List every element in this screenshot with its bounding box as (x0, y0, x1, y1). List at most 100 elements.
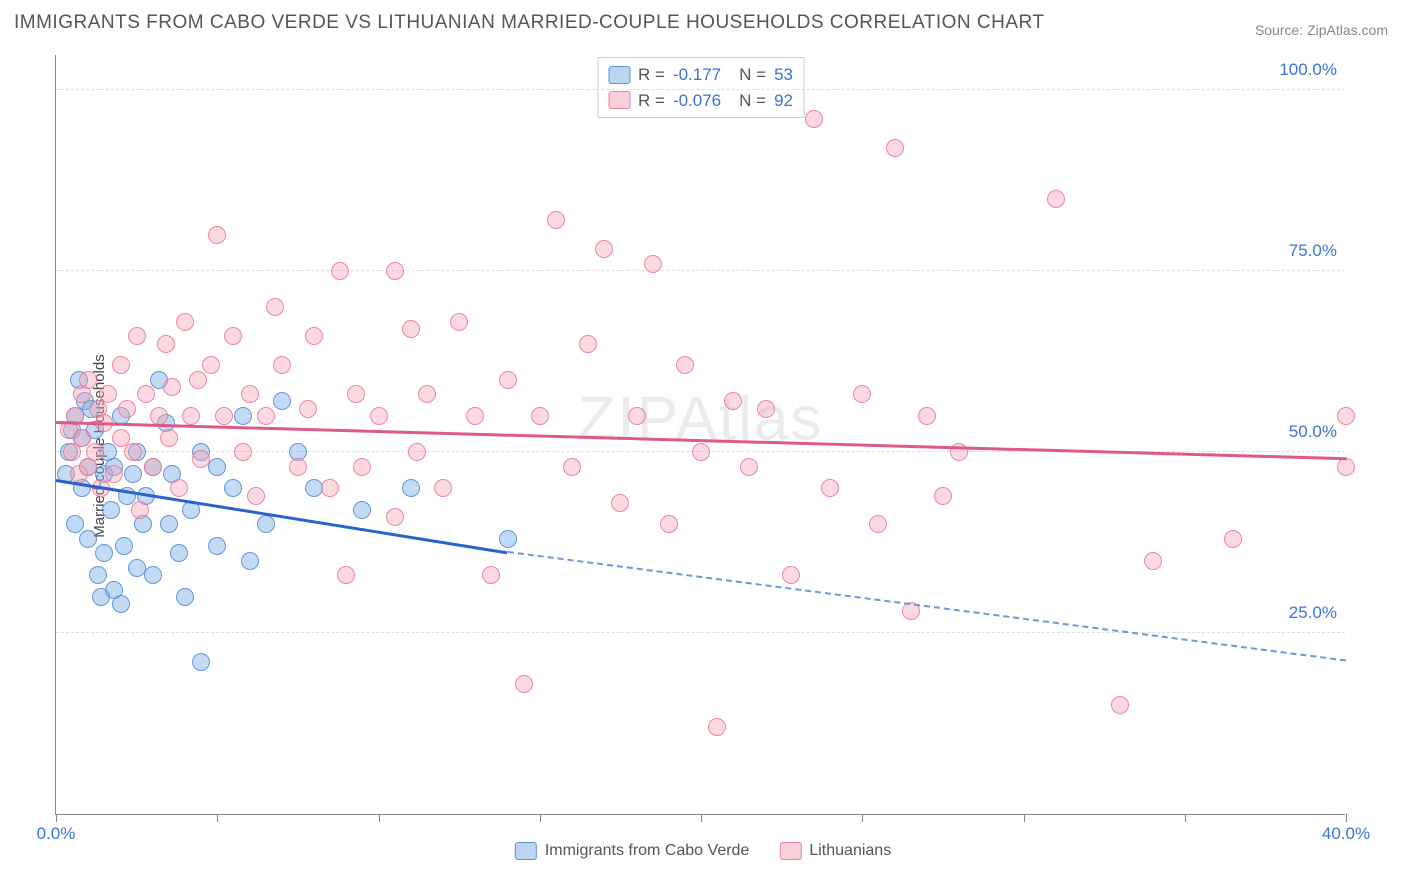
r-value-blue: -0.177 (673, 62, 721, 88)
scatter-point (176, 313, 194, 331)
scatter-point (192, 653, 210, 671)
x-tick (1346, 814, 1347, 822)
scatter-point (1047, 190, 1065, 208)
scatter-point (805, 110, 823, 128)
scatter-point (150, 407, 168, 425)
scatter-point (757, 400, 775, 418)
plot-area: ZIPAtlas R = -0.177 N = 53 R = -0.076 N … (55, 55, 1345, 815)
n-value-pink: 92 (774, 88, 793, 114)
scatter-point (782, 566, 800, 584)
swatch-blue-icon (515, 842, 537, 860)
scatter-point (402, 320, 420, 338)
scatter-point (157, 335, 175, 353)
scatter-point (224, 479, 242, 497)
scatter-point (118, 400, 136, 418)
gridline (56, 270, 1345, 271)
r-value-pink: -0.076 (673, 88, 721, 114)
scatter-point (241, 385, 259, 403)
scatter-point (234, 443, 252, 461)
scatter-point (144, 566, 162, 584)
correlation-chart: IMMIGRANTS FROM CABO VERDE VS LITHUANIAN… (0, 0, 1406, 892)
scatter-point (112, 356, 130, 374)
scatter-point (547, 211, 565, 229)
scatter-point (115, 537, 133, 555)
scatter-point (692, 443, 710, 461)
scatter-point (170, 479, 188, 497)
scatter-point (353, 458, 371, 476)
stats-row-blue: R = -0.177 N = 53 (608, 62, 793, 88)
scatter-point (189, 371, 207, 389)
scatter-point (1111, 696, 1129, 714)
scatter-point (128, 327, 146, 345)
scatter-point (611, 494, 629, 512)
scatter-point (208, 226, 226, 244)
scatter-point (853, 385, 871, 403)
scatter-point (73, 429, 91, 447)
scatter-point (676, 356, 694, 374)
scatter-point (273, 356, 291, 374)
scatter-point (234, 407, 252, 425)
scatter-point (821, 479, 839, 497)
scatter-point (740, 458, 758, 476)
series-legend: Immigrants from Cabo Verde Lithuanians (515, 842, 891, 860)
r-label: R = (638, 88, 665, 114)
chart-title: IMMIGRANTS FROM CABO VERDE VS LITHUANIAN… (14, 12, 1044, 34)
scatter-point (499, 371, 517, 389)
x-tick (217, 814, 218, 822)
scatter-point (124, 443, 142, 461)
stats-row-pink: R = -0.076 N = 92 (608, 88, 793, 114)
scatter-point (579, 335, 597, 353)
scatter-point (241, 552, 259, 570)
scatter-point (224, 327, 242, 345)
scatter-point (724, 392, 742, 410)
scatter-point (353, 501, 371, 519)
scatter-point (434, 479, 452, 497)
scatter-point (79, 530, 97, 548)
legend-label-blue: Immigrants from Cabo Verde (545, 842, 750, 860)
y-tick-label: 25.0% (1289, 603, 1337, 623)
scatter-point (563, 458, 581, 476)
scatter-point (466, 407, 484, 425)
scatter-point (112, 595, 130, 613)
y-tick-label: 100.0% (1279, 60, 1337, 80)
x-tick (862, 814, 863, 822)
legend-label-pink: Lithuanians (809, 842, 891, 860)
scatter-point (257, 407, 275, 425)
n-value-blue: 53 (774, 62, 793, 88)
scatter-point (628, 407, 646, 425)
scatter-point (131, 501, 149, 519)
scatter-point (370, 407, 388, 425)
gridline (56, 89, 1345, 90)
scatter-point (289, 458, 307, 476)
x-tick-label: 0.0% (37, 824, 76, 844)
scatter-point (208, 458, 226, 476)
x-tick (540, 814, 541, 822)
scatter-point (869, 515, 887, 533)
n-label: N = (739, 88, 766, 114)
scatter-point (112, 429, 130, 447)
scatter-point (105, 465, 123, 483)
scatter-point (89, 566, 107, 584)
n-label: N = (739, 62, 766, 88)
scatter-point (499, 530, 517, 548)
scatter-point (66, 515, 84, 533)
scatter-point (482, 566, 500, 584)
scatter-point (144, 458, 162, 476)
x-tick (1185, 814, 1186, 822)
scatter-point (266, 298, 284, 316)
scatter-point (1337, 407, 1355, 425)
scatter-point (918, 407, 936, 425)
scatter-point (408, 443, 426, 461)
scatter-point (137, 385, 155, 403)
scatter-point (531, 407, 549, 425)
swatch-blue-icon (608, 66, 630, 84)
scatter-point (450, 313, 468, 331)
x-tick (379, 814, 380, 822)
scatter-point (708, 718, 726, 736)
scatter-point (934, 487, 952, 505)
scatter-point (515, 675, 533, 693)
legend-item-pink: Lithuanians (779, 842, 891, 860)
scatter-point (595, 240, 613, 258)
x-tick (1024, 814, 1025, 822)
y-tick-label: 50.0% (1289, 422, 1337, 442)
